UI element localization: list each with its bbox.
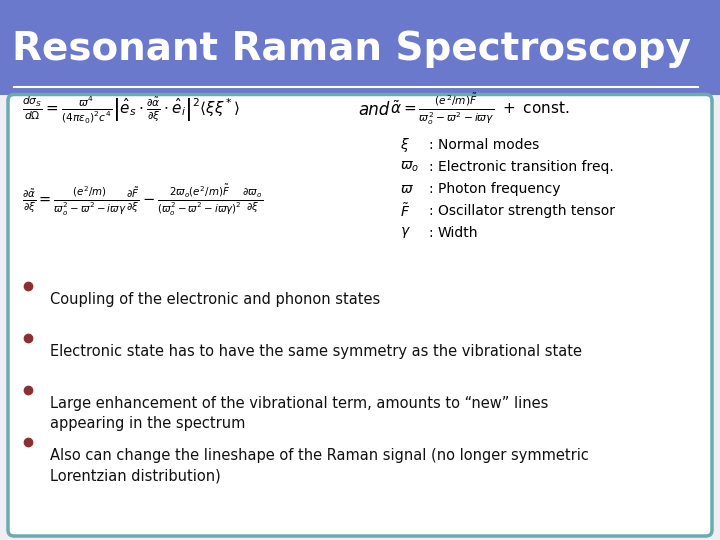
Text: :: :	[428, 204, 433, 218]
Text: and: and	[358, 101, 390, 119]
Text: $\varpi_o$: $\varpi_o$	[400, 160, 419, 174]
Text: Resonant Raman Spectroscopy: Resonant Raman Spectroscopy	[12, 30, 691, 68]
Text: $\tilde{F}$: $\tilde{F}$	[400, 202, 410, 220]
Bar	[0, 0, 720, 94]
Text: Coupling of the electronic and phonon states: Coupling of the electronic and phonon st…	[50, 292, 380, 307]
Text: $\xi$: $\xi$	[400, 136, 410, 154]
Text: $\frac{\partial\tilde{\alpha}}{\partial\xi} = \frac{(e^2/m)}{\varpi_o^2 - \varpi: $\frac{\partial\tilde{\alpha}}{\partial\…	[22, 182, 263, 218]
Text: :: :	[428, 160, 433, 174]
Text: $\tilde{\alpha} = \frac{(e^2/m)\tilde{F}}{\varpi_o^2 - \varpi^2 - i\varpi\gamma}: $\tilde{\alpha} = \frac{(e^2/m)\tilde{F}…	[390, 92, 570, 128]
Text: $\varpi$: $\varpi$	[400, 182, 414, 196]
Text: :: :	[428, 182, 433, 196]
Text: Normal modes: Normal modes	[438, 138, 539, 152]
Text: Oscillator strength tensor: Oscillator strength tensor	[438, 204, 615, 218]
Text: Also can change the lineshape of the Raman signal (no longer symmetric
Lorentzia: Also can change the lineshape of the Ram…	[50, 448, 589, 483]
Text: $\gamma$: $\gamma$	[400, 226, 411, 240]
Text: Width: Width	[438, 226, 479, 240]
Text: Large enhancement of the vibrational term, amounts to “new” lines
appearing in t: Large enhancement of the vibrational ter…	[50, 396, 549, 431]
Text: :: :	[428, 226, 433, 240]
Text: Electronic state has to have the same symmetry as the vibrational state: Electronic state has to have the same sy…	[50, 344, 582, 359]
Text: :: :	[428, 138, 433, 152]
FancyBboxPatch shape	[8, 94, 712, 536]
Text: $\frac{d\sigma_S}{d\Omega} = \frac{\varpi^4}{(4\pi\varepsilon_0)^2 c^4}\left| \h: $\frac{d\sigma_S}{d\Omega} = \frac{\varp…	[22, 94, 240, 125]
Text: Electronic transition freq.: Electronic transition freq.	[438, 160, 613, 174]
Text: Photon frequency: Photon frequency	[438, 182, 560, 196]
